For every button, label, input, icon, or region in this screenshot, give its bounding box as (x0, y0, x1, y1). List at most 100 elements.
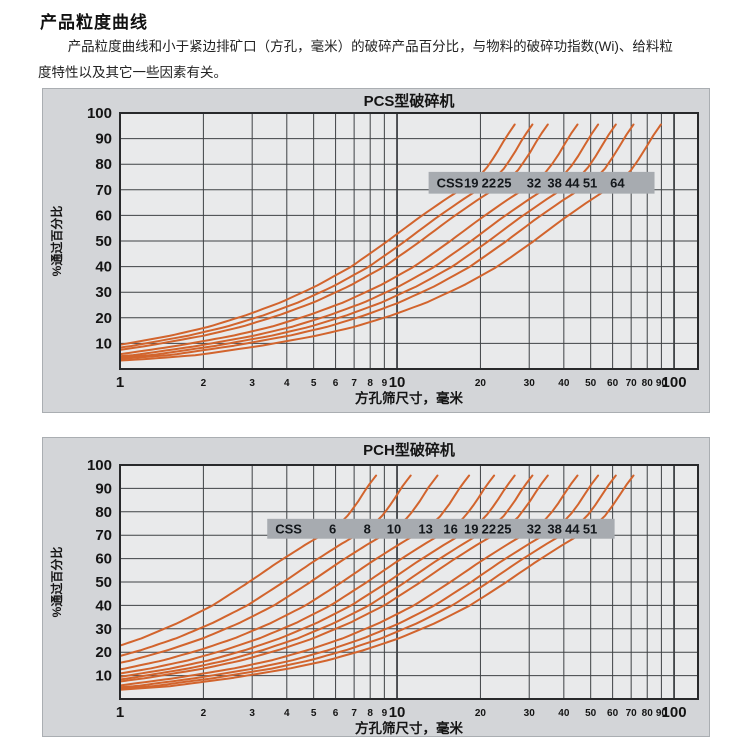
curve-css-19 (119, 474, 516, 678)
css-legend-band-rect (428, 171, 655, 194)
css-value-label-51: 51 (583, 175, 597, 190)
y-tick-label: 10 (95, 335, 112, 352)
x-tick-label: 40 (558, 378, 570, 389)
css-value-label-38: 38 (547, 521, 561, 536)
x-tick-label: 20 (475, 708, 487, 719)
pch-gradation-chart: CSS 6 8 10 13 16 19 22 25 32 38 44 51102030405060708… (49, 441, 699, 736)
x-tick-label: 30 (524, 378, 536, 389)
y-tick-label: 90 (95, 131, 112, 148)
grid-vertical-lines (202, 465, 675, 699)
curve-css-64 (119, 123, 662, 362)
y-tick-label: 50 (95, 233, 112, 250)
css-value-label-10: 10 (387, 521, 401, 536)
y-tick-labels: 10 20 30 40 50 60 70 80 90 100 (87, 457, 112, 685)
pch-chart-panel: CSS 6 8 10 13 16 19 22 25 32 38 44 51 10 20 30 40 50 60 70 8… (42, 437, 710, 737)
y-tick-label: 100 (87, 457, 112, 474)
pcs-chart-panel: CSS 19 22 25 32 38 44 51 64 10 20 30 40 50 60 70 80 90 100… (42, 88, 710, 413)
gradation-curves (119, 123, 662, 362)
y-tick-label: 70 (95, 527, 112, 544)
x-axis-title: 方孔筛尺寸，毫米 (355, 390, 463, 406)
x-tick-label: 6 (333, 378, 339, 389)
intro-line-2: 度特性以及其它一些因素有关。 (38, 65, 227, 80)
x-tick-label: 40 (558, 708, 570, 719)
curve-css-51 (119, 474, 635, 691)
intro-line-1: 产品粒度曲线和小于紧边排矿口（方孔，毫米）的破碎产品百分比，与物料的破碎功指数(… (67, 39, 673, 54)
x-tick-label: 3 (249, 708, 255, 719)
y-tick-label: 50 (95, 574, 112, 591)
css-value-label-19: 19 (464, 175, 478, 190)
y-axis-title: %通过百分比 (49, 206, 64, 277)
css-legend-band-rect (267, 518, 615, 539)
y-tick-label: 40 (95, 597, 112, 614)
y-tick-label: 20 (95, 644, 112, 661)
x-tick-label-major: 1 (116, 374, 124, 391)
x-axis-title: 方孔筛尺寸，毫米 (355, 720, 463, 736)
x-tick-label: 2 (201, 708, 207, 719)
x-tick-label-major: 1 (116, 704, 124, 721)
css-value-label-51: 51 (583, 521, 597, 536)
css-value-label-19: 19 (464, 521, 478, 536)
x-tick-label: 7 (351, 378, 357, 389)
y-tick-label: 30 (95, 621, 112, 638)
gradation-curves (119, 474, 635, 691)
x-tick-label: 6 (333, 708, 339, 719)
curve-css-25 (119, 123, 549, 351)
y-tick-label: 90 (95, 480, 112, 497)
x-tick-label: 60 (607, 708, 619, 719)
pcs-gradation-chart: CSS 19 22 25 32 38 44 51 64102030405060708090100… (49, 92, 699, 406)
css-legend-band: CSS 19 22 25 32 38 44 51 64 (428, 171, 655, 194)
x-tick-label: 90 (656, 378, 668, 389)
x-tick-label: 30 (524, 708, 536, 719)
css-value-label-25: 25 (497, 521, 511, 536)
x-tick-label: 70 (626, 378, 638, 389)
curve-css-51 (119, 123, 635, 360)
x-tick-label: 5 (311, 708, 317, 719)
css-value-label-32: 32 (527, 521, 541, 536)
x-tick-label: 80 (642, 378, 654, 389)
css-value-label-32: 32 (527, 175, 541, 190)
curve-css-16 (119, 474, 496, 675)
page-title: 产品粒度曲线 (40, 13, 148, 32)
css-value-label-6: 6 (329, 521, 336, 536)
x-tick-label: 4 (284, 708, 290, 719)
css-value-label-38: 38 (547, 175, 561, 190)
css-value-label-22: 22 (482, 175, 496, 190)
y-tick-label: 80 (95, 156, 112, 173)
x-tick-label: 60 (607, 378, 619, 389)
y-tick-label: 30 (95, 284, 112, 301)
css-legend-label: CSS (437, 175, 464, 190)
curve-css-22 (119, 123, 534, 349)
x-tick-label: 50 (585, 708, 597, 719)
y-axis-title: %通过百分比 (49, 547, 64, 618)
intro-paragraph: 产品粒度曲线和小于紧边排矿口（方孔，毫米）的破碎产品百分比，与物料的破碎功指数(… (38, 34, 718, 86)
x-tick-label-major: 10 (389, 374, 406, 391)
x-tick-label: 5 (311, 378, 317, 389)
plot-frame (119, 464, 699, 700)
css-value-label-25: 25 (497, 175, 511, 190)
y-tick-label: 60 (95, 551, 112, 568)
x-tick-label: 9 (382, 708, 388, 719)
x-tick-label: 8 (367, 708, 373, 719)
curve-css-25 (119, 474, 549, 683)
x-tick-label-major: 10 (389, 704, 406, 721)
y-tick-label: 60 (95, 207, 112, 224)
curve-css-32 (119, 474, 579, 687)
css-legend-band: CSS 6 8 10 13 16 19 22 25 32 38 44 51 (267, 518, 615, 539)
css-value-label-64: 64 (610, 175, 625, 190)
y-tick-labels: 10 20 30 40 50 60 70 80 90 100 (87, 105, 112, 352)
y-tick-label: 40 (95, 259, 112, 276)
chart-title: PCH型破碎机 (363, 441, 455, 459)
css-value-label-44: 44 (565, 521, 580, 536)
x-tick-label: 4 (284, 378, 290, 389)
curve-css-44 (119, 123, 617, 359)
x-tick-label: 70 (626, 708, 638, 719)
curve-css-44 (119, 474, 617, 690)
x-tick-label: 8 (367, 378, 373, 389)
curve-css-32 (119, 123, 579, 356)
css-legend-label: CSS (275, 521, 302, 536)
curve-css-38 (119, 474, 600, 689)
css-value-label-8: 8 (364, 521, 371, 536)
curve-css-38 (119, 123, 600, 358)
grid-vertical-lines (202, 113, 675, 369)
